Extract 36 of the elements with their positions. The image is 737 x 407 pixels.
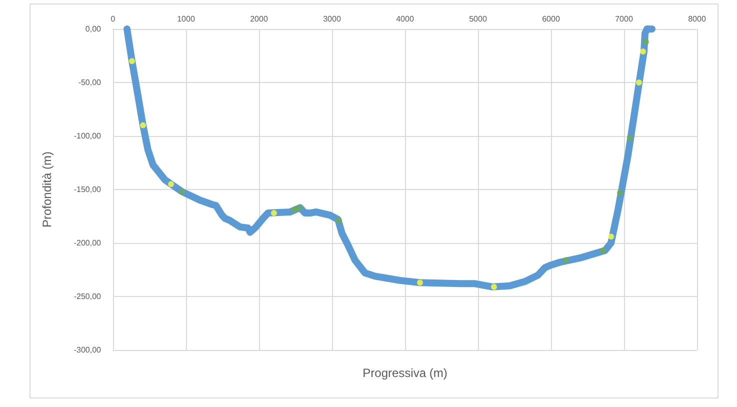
point: [291, 206, 298, 213]
point: [336, 218, 342, 224]
y-tick-label: -300,00: [74, 346, 102, 354]
point: [140, 122, 146, 128]
y-tick-label: -200,00: [74, 238, 102, 248]
y-tick-label: 0,00: [85, 24, 102, 34]
point: [168, 181, 174, 188]
point: [626, 135, 633, 142]
point: [416, 280, 423, 286]
point: [128, 58, 135, 64]
x-tick-label: 8000: [688, 14, 706, 24]
point: [296, 204, 302, 211]
x-tick-label: 7000: [615, 14, 634, 24]
point: [636, 80, 642, 86]
x-tick-label: 5000: [469, 14, 488, 24]
point: [562, 257, 569, 264]
point: [600, 247, 606, 254]
x-tick-label: 2000: [250, 14, 268, 24]
y-tick-label: -100,00: [74, 132, 102, 140]
x-tick-label: 0: [110, 14, 116, 24]
y-tick-label: -250,00: [74, 292, 102, 301]
x-axis-title: Progressiva (m): [362, 366, 448, 380]
point: [608, 234, 614, 240]
x-tick-label: 4000: [396, 14, 414, 24]
point: [616, 190, 623, 196]
point: [642, 38, 649, 45]
point: [178, 188, 185, 195]
point: [270, 210, 277, 216]
y-tick-label: -150,00: [74, 185, 102, 194]
point: [490, 284, 497, 290]
x-tick-label: 1000: [177, 14, 196, 24]
point: [640, 48, 646, 54]
y-axis-title: Profondità (m): [40, 151, 54, 228]
x-tick-label: 3000: [323, 14, 342, 24]
y-tick-label: -50,00: [78, 78, 102, 87]
x-tick-label: 6000: [542, 14, 560, 24]
